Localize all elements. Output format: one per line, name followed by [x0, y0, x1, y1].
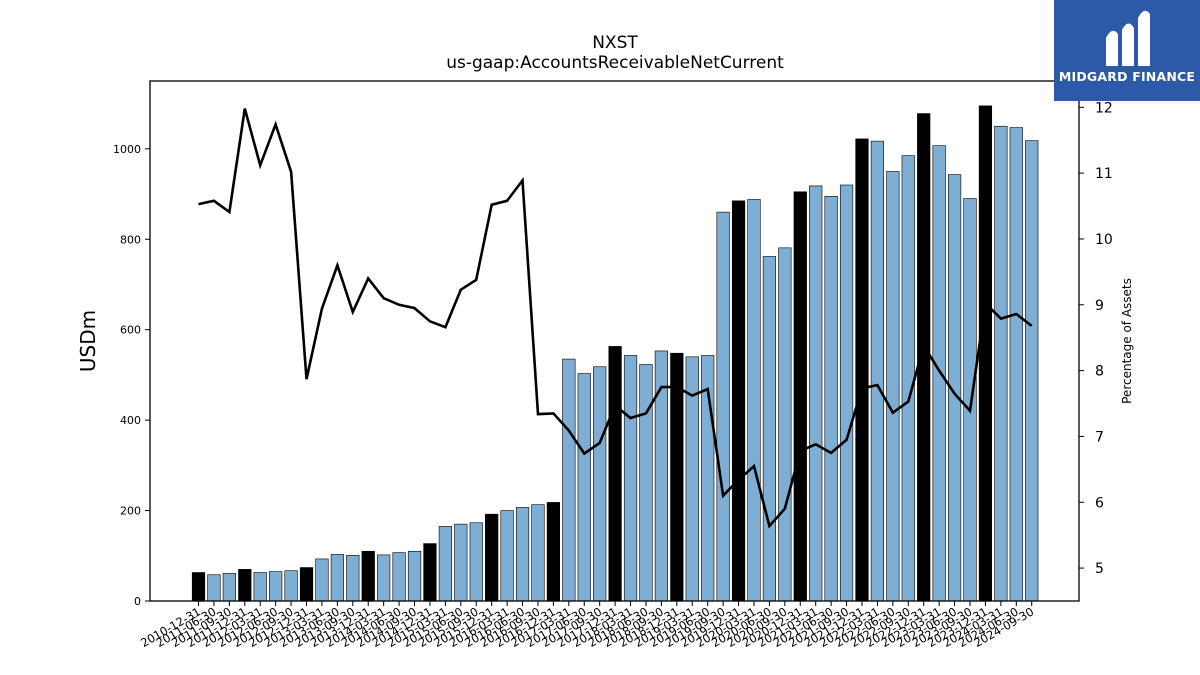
bar-2015-06-30: [454, 523, 468, 602]
y2-tick-label: 9: [1095, 298, 1104, 314]
bar-2016-03-31: [500, 510, 514, 602]
bar-series: [191, 105, 1039, 602]
left-axis-ticks: 0 200 400 600 800 1000: [113, 143, 150, 608]
bar-2016-09-30: [531, 504, 545, 602]
y2-tick-label: 5: [1095, 561, 1104, 577]
y-tick-label: 400: [120, 414, 141, 427]
brand-logo: MIDGARD FINANCE: [1054, 0, 1200, 101]
y2-axis-label: Percentage of Assets: [1120, 278, 1134, 404]
bar-2016-06-30: [515, 507, 530, 602]
bar-2024-06-30: [1009, 127, 1023, 602]
bar-2020-03-31: [747, 199, 761, 602]
bar-2013-03-31: [315, 558, 329, 602]
bar-2019-09-30: [716, 211, 730, 602]
percentage-line: [198, 108, 1033, 529]
bar-2023-12-31: [978, 105, 993, 602]
plot-frame: [149, 80, 1080, 602]
bar-2014-06-30: [392, 552, 406, 602]
chart-subtitle: us-gaap:AccountsReceivableNetCurrent: [446, 53, 784, 73]
bar-2023-09-30: [963, 198, 977, 602]
bar-2014-09-30: [407, 550, 422, 602]
bar-2021-09-30: [839, 184, 854, 602]
y2-tick-label: 8: [1095, 364, 1104, 380]
bar-2017-06-30: [577, 373, 591, 602]
y2-tick-label: 11: [1095, 166, 1113, 182]
y-tick-label: 0: [134, 595, 141, 608]
bar-2012-09-30: [284, 570, 298, 602]
bar-2022-09-30: [901, 155, 915, 602]
bar-2012-03-31: [253, 572, 267, 602]
bar-2017-09-30: [593, 366, 607, 602]
bar-2011-12-31: [238, 569, 252, 602]
bar-2021-03-31: [809, 185, 823, 602]
right-axis-ticks: 5 6 7 8 9 10 11 12: [1079, 100, 1113, 577]
y2-tick-label: 7: [1095, 429, 1104, 445]
bar-2015-09-30: [469, 522, 483, 602]
y-tick-label: 1000: [113, 143, 141, 156]
y2-tick-label: 10: [1095, 232, 1113, 248]
bar-2015-12-31: [485, 513, 499, 602]
bar-2015-03-31: [438, 526, 452, 602]
y-axis-label: USDm: [76, 310, 100, 372]
bar-2017-03-31: [562, 358, 576, 602]
y-tick-label: 200: [120, 505, 141, 518]
chart-title: NXST: [592, 33, 638, 53]
bar-2018-06-30: [639, 364, 653, 602]
bar-2017-12-31: [608, 346, 622, 602]
bar-2013-12-31: [361, 550, 375, 602]
bar-2024-03-31: [994, 125, 1008, 602]
bar-2022-06-30: [886, 171, 900, 602]
bar-2013-06-30: [330, 554, 344, 602]
bar-2023-03-31: [932, 145, 946, 602]
bar-2024-09-30: [1025, 140, 1039, 602]
bar-2012-06-30: [269, 571, 283, 602]
bar-2020-09-30: [778, 247, 792, 602]
y-tick-label: 800: [120, 233, 141, 246]
y-tick-label: 600: [120, 324, 141, 337]
bar-2011-09-30: [222, 573, 236, 602]
bar-2020-06-30: [762, 256, 777, 602]
bar-2021-06-30: [824, 196, 838, 602]
bar-2022-03-31: [870, 140, 885, 602]
bar-2012-12-31: [299, 567, 314, 602]
x-axis-ticks: 2010-12-312011-06-302011-09-302011-12-31…: [138, 601, 1036, 650]
bar-2014-03-31: [377, 554, 391, 602]
bar-2011-06-30: [207, 574, 221, 602]
bar-2020-12-31: [793, 191, 807, 602]
bar-2021-12-31: [855, 138, 869, 602]
bar-2018-03-31: [623, 355, 638, 602]
brand-name: MIDGARD FINANCE: [1058, 69, 1196, 84]
bar-2010-12-31: [191, 572, 206, 602]
bar-2016-12-31: [546, 502, 560, 602]
logo-mark-icon: [1106, 10, 1150, 66]
y2-tick-label: 12: [1095, 100, 1113, 116]
y2-tick-label: 6: [1095, 495, 1104, 511]
bar-2019-12-31: [731, 200, 746, 602]
bar-2013-09-30: [346, 555, 360, 602]
bar-2014-12-31: [423, 543, 437, 602]
